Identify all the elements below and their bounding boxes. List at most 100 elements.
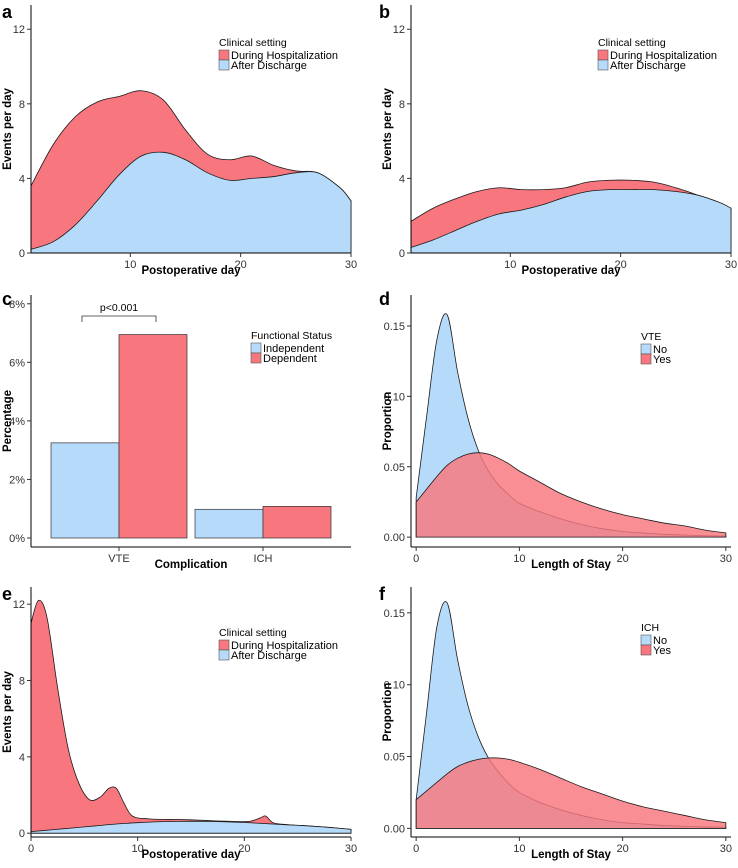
x-tick-label: 10 bbox=[513, 843, 525, 855]
significance-bracket: p<0.001 bbox=[81, 302, 157, 322]
x-tick-label: ICH bbox=[254, 553, 273, 565]
x-tick-label: 10 bbox=[513, 553, 525, 565]
legend-label: No bbox=[653, 635, 667, 647]
legend-title: Functional Status bbox=[251, 330, 332, 342]
y-tick-label: 4 bbox=[19, 173, 25, 185]
x-tick-label: 0 bbox=[413, 553, 419, 565]
y-tick-label: 0% bbox=[9, 533, 25, 545]
y-tick-label: 12 bbox=[393, 24, 405, 36]
legend-title: ICH bbox=[641, 622, 659, 634]
bar-ich-dependent bbox=[262, 506, 332, 539]
y-axis-title: Events per day bbox=[2, 670, 14, 752]
x-axis-title: Length of Stay bbox=[531, 849, 611, 861]
legend-label: During Hospitalization bbox=[231, 50, 338, 62]
x-tick-label: 30 bbox=[345, 843, 357, 855]
legend-key bbox=[597, 59, 609, 71]
y-tick-label: 4 bbox=[399, 173, 405, 185]
legend-label: During Hospitalization bbox=[610, 50, 717, 62]
x-tick-label: 20 bbox=[616, 553, 628, 565]
y-tick-label: 0.10 bbox=[384, 391, 405, 403]
legend-label: Yes bbox=[653, 645, 671, 657]
y-axis-title: Events per day bbox=[382, 87, 394, 169]
y-tick-label: 8 bbox=[19, 676, 25, 688]
y-axis-title: Proportion bbox=[382, 392, 394, 451]
y-tick-label: 0.15 bbox=[384, 321, 405, 333]
y-tick-label: 0.05 bbox=[384, 462, 405, 474]
legend-label: Yes bbox=[653, 354, 671, 366]
x-tick-label: 20 bbox=[615, 259, 627, 271]
y-tick-label: 4 bbox=[19, 752, 25, 764]
legend-key bbox=[640, 353, 652, 365]
y-tick-label: 12 bbox=[13, 599, 25, 611]
y-tick-label: 0 bbox=[19, 248, 25, 260]
panel-d: d 0.00 0.05 0.10 0.15 0 10 20 30 Length of Stay Pr… bbox=[379, 289, 732, 571]
legend-label: Dependent bbox=[263, 353, 317, 365]
x-tick-label: 20 bbox=[616, 843, 628, 855]
area-during-hospitalization bbox=[30, 599, 352, 834]
legend-label: After Discharge bbox=[231, 650, 307, 662]
panel-letter: c bbox=[2, 289, 12, 309]
x-tick-label: 0 bbox=[413, 843, 419, 855]
panel-c: c p<0.001 0% 2% 4% 6% 8% VTE ICH Complication Perc… bbox=[2, 289, 351, 571]
axes-d: 0.00 0.05 0.10 0.15 0 10 20 30 Length of Stay Pro… bbox=[382, 295, 732, 571]
panel-letter: a bbox=[2, 2, 13, 22]
legend-key bbox=[218, 639, 230, 651]
bar-ich-independent bbox=[194, 508, 264, 539]
x-axis-title: Postoperative day bbox=[141, 265, 241, 277]
y-tick-label: 0.05 bbox=[384, 752, 405, 764]
legend-key bbox=[250, 342, 262, 354]
axes-c: 0% 2% 4% 6% 8% VTE ICH Complication Percentage bbox=[2, 295, 351, 571]
legend-label: After Discharge bbox=[231, 60, 307, 72]
panel-letter: e bbox=[2, 584, 12, 604]
legend-title: VTE bbox=[641, 331, 661, 343]
legend-title: Clinical setting bbox=[598, 37, 666, 49]
panel-e: e 0 4 8 12 0 10 20 30 Postoperative day Events per… bbox=[2, 584, 357, 861]
panel-letter: b bbox=[379, 2, 390, 22]
legend-key bbox=[640, 644, 652, 656]
y-tick-label: 8 bbox=[19, 99, 25, 111]
panel-a: a 0 4 8 12 10 20 30 Postoperative day Events per … bbox=[2, 2, 357, 277]
panel-f: f 0.00 0.05 0.10 0.15 0 10 20 30 Length of Stay Pr… bbox=[379, 584, 732, 861]
area-after-discharge bbox=[30, 151, 352, 254]
panel-letter: d bbox=[379, 289, 390, 309]
legend-key bbox=[640, 634, 652, 646]
x-tick-label: 10 bbox=[504, 259, 516, 271]
y-tick-label: 4% bbox=[9, 416, 25, 428]
legend-key bbox=[218, 59, 230, 71]
plot-area-a bbox=[30, 90, 352, 254]
plot-area-f bbox=[415, 601, 727, 829]
x-axis-title: Complication bbox=[155, 559, 228, 571]
legend-title: Clinical setting bbox=[219, 37, 287, 49]
y-tick-label: 0.10 bbox=[384, 680, 405, 692]
axes-a: 0 4 8 12 10 20 30 Postoperative day Events per d… bbox=[2, 5, 357, 277]
bar-vte-dependent bbox=[118, 334, 188, 539]
x-axis-title: Length of Stay bbox=[531, 559, 611, 571]
bar-vte-independent bbox=[50, 442, 120, 539]
axes-b: 0 4 8 12 10 20 30 Postoperative day Events per d… bbox=[382, 5, 737, 277]
y-axis-title: Events per day bbox=[2, 87, 14, 169]
area-after-discharge bbox=[30, 820, 352, 834]
x-tick-label: 10 bbox=[132, 843, 144, 855]
legend-label: After Discharge bbox=[610, 60, 686, 72]
x-tick-label: 20 bbox=[238, 843, 250, 855]
y-tick-label: 0 bbox=[19, 828, 25, 840]
y-tick-label: 8 bbox=[399, 99, 405, 111]
x-axis-title: Postoperative day bbox=[141, 849, 241, 861]
x-tick-label: 20 bbox=[235, 259, 247, 271]
y-tick-label: 0.00 bbox=[384, 532, 405, 544]
x-tick-label: VTE bbox=[108, 553, 129, 565]
y-tick-label: 0.00 bbox=[384, 823, 405, 835]
y-tick-label: 2% bbox=[9, 474, 25, 486]
x-tick-label: 0 bbox=[28, 843, 34, 855]
y-axis-title: Percentage bbox=[2, 390, 14, 452]
plot-area-e bbox=[30, 599, 352, 834]
panel-letter: f bbox=[379, 584, 386, 604]
panel-b: b 0 4 8 12 10 20 30 Postoperative day Events per … bbox=[379, 2, 737, 277]
plot-area-c: p<0.001 bbox=[50, 302, 332, 539]
